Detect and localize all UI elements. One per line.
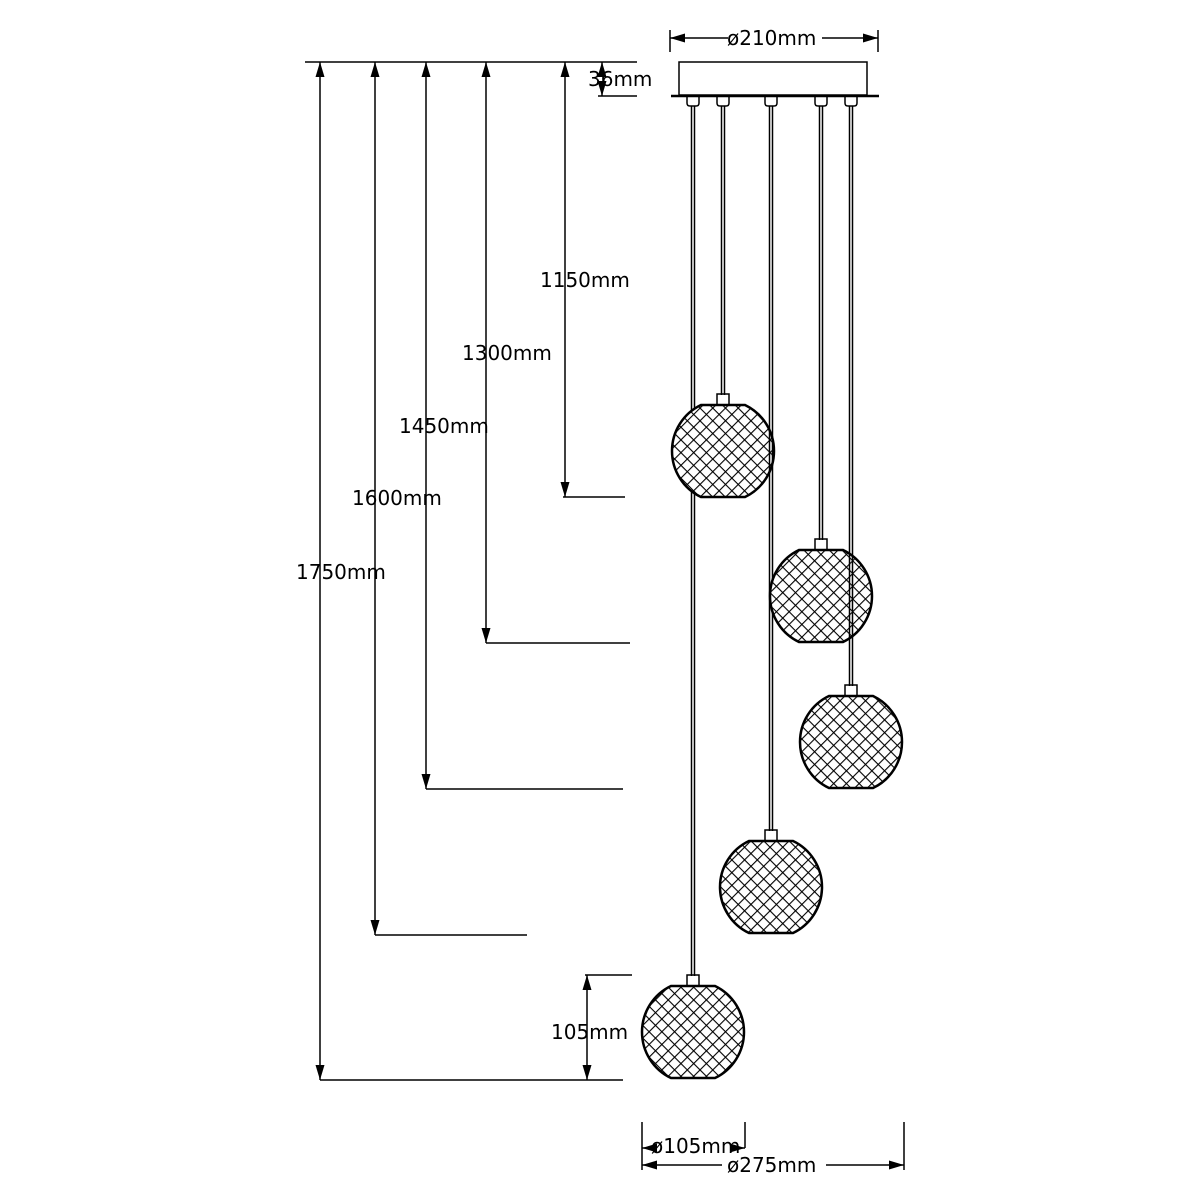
canopy-height-label: 36mm [588, 67, 652, 91]
globe-cap [844, 684, 858, 697]
socket [764, 97, 778, 107]
mesh-globe-shade [798, 694, 904, 790]
globe-cap [764, 829, 778, 842]
mesh-globe-shade [640, 984, 746, 1080]
mesh-globe-shade [768, 548, 874, 644]
drop-1600-label: 1600mm [352, 486, 442, 510]
pendant-globe [798, 106, 904, 790]
pendant-globe [768, 106, 874, 644]
globe-height-label: 105mm [551, 1020, 628, 1044]
globe-cap [716, 393, 730, 406]
mesh-globe-shade [670, 403, 776, 499]
overall-diameter-label: ø275mm [727, 1153, 816, 1177]
drop-1450-label: 1450mm [399, 414, 489, 438]
pendant-globe [718, 106, 824, 935]
drop-1300-label: 1300mm [462, 341, 552, 365]
canopy-diameter-label: ø210mm [727, 26, 816, 50]
drop-1750-label: 1750mm [296, 560, 386, 584]
socket [686, 97, 700, 107]
pendant-globe [640, 106, 746, 1080]
socket [844, 97, 858, 107]
drop-1150-label: 1150mm [540, 268, 630, 292]
pendant-globe [670, 106, 776, 499]
pendants [640, 106, 904, 1080]
socket [814, 97, 828, 107]
globe-cap [814, 538, 828, 551]
socket [716, 97, 730, 107]
canopy [671, 61, 879, 107]
globe-diameter-label: ø105mm [651, 1134, 740, 1158]
globe-cap [686, 974, 700, 987]
dimension-lines [305, 30, 905, 1170]
mesh-globe-shade [718, 839, 824, 935]
